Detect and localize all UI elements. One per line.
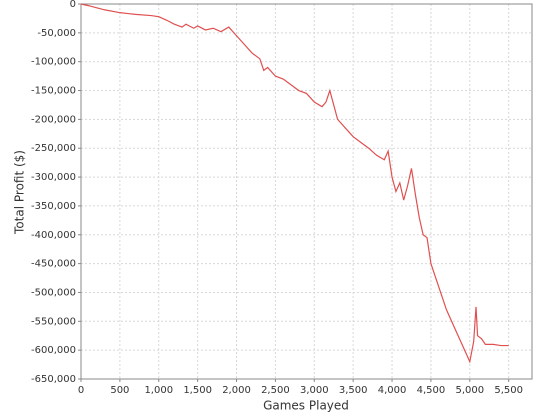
y-tick-label: -350,000 bbox=[31, 201, 76, 212]
x-tick-label: 4,500 bbox=[417, 385, 446, 396]
y-tick-label: -600,000 bbox=[31, 345, 76, 356]
x-tick-label: 2,500 bbox=[261, 385, 290, 396]
plot-frame bbox=[80, 3, 533, 380]
y-tick-label: -400,000 bbox=[31, 230, 76, 241]
y-tick-label: -550,000 bbox=[31, 316, 76, 327]
y-axis-label: Total Profit ($) bbox=[13, 150, 27, 235]
x-tick-label: 4,000 bbox=[378, 385, 407, 396]
y-tick-label: 0 bbox=[70, 0, 76, 10]
y-tick-label: -650,000 bbox=[31, 374, 76, 385]
x-tick-label: 0 bbox=[78, 385, 84, 396]
x-tick-label: 5,000 bbox=[455, 385, 484, 396]
y-tick-label: -150,000 bbox=[31, 86, 76, 97]
x-tick-label: 1,500 bbox=[183, 385, 212, 396]
y-tick-label: -200,000 bbox=[31, 114, 76, 125]
y-tick-label: -300,000 bbox=[31, 172, 76, 183]
x-tick-label: 2,000 bbox=[222, 385, 251, 396]
y-tick-label: -50,000 bbox=[37, 28, 76, 39]
y-tick-label: -450,000 bbox=[31, 259, 76, 270]
x-tick-label: 1,000 bbox=[144, 385, 173, 396]
data-line bbox=[80, 3, 509, 364]
y-tick-label: -250,000 bbox=[31, 143, 76, 154]
x-tick-label: 3,000 bbox=[300, 385, 329, 396]
x-axis-label: Games Played bbox=[263, 399, 349, 413]
y-tick-label: -500,000 bbox=[31, 287, 76, 298]
y-tick-label: -100,000 bbox=[31, 57, 76, 68]
x-tick-label: 500 bbox=[110, 385, 129, 396]
x-tick-label: 5,500 bbox=[494, 385, 523, 396]
x-tick-label: 3,500 bbox=[339, 385, 368, 396]
